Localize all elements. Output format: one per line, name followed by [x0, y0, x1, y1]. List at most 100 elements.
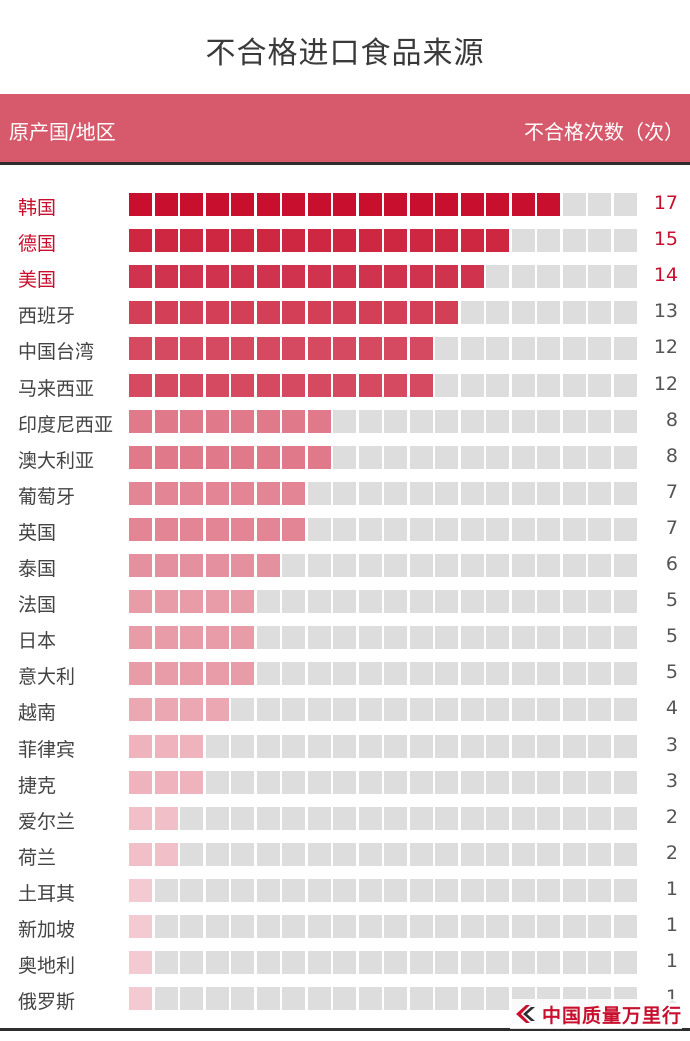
bar-unit-empty	[256, 951, 280, 975]
bar-unit-empty	[460, 770, 484, 794]
bar-unit-empty	[256, 590, 280, 614]
bar-unit-empty	[384, 445, 407, 469]
bar-unit-empty	[409, 409, 433, 433]
bar-unit-empty	[384, 481, 407, 505]
bar-unit-filled	[409, 337, 433, 361]
bar-unit-empty	[613, 554, 637, 577]
bar-unit-filled	[129, 915, 152, 938]
bar-unit-empty	[333, 517, 356, 541]
bar-unit-empty	[588, 265, 611, 289]
bar-unit-empty	[307, 626, 331, 650]
bar-unit-empty	[486, 626, 509, 650]
bar-unit-empty	[358, 915, 382, 938]
bar-unit-empty	[256, 987, 280, 1011]
bar-unit-empty	[180, 951, 203, 975]
bar-unit-empty	[256, 698, 280, 722]
bar-unit-empty	[511, 770, 535, 794]
bar-unit-filled	[205, 337, 229, 361]
bar-unit-filled	[511, 193, 535, 216]
bar-unit-filled	[154, 301, 178, 325]
bar-unit-empty	[486, 842, 509, 866]
bar-unit-empty	[562, 554, 586, 577]
bar-unit-empty	[154, 915, 178, 938]
bar-unit-empty	[282, 878, 305, 902]
category-label: 俄罗斯	[18, 991, 76, 1014]
bar-unit-filled	[231, 626, 254, 650]
bar-unit-empty	[409, 951, 433, 975]
bar-unit-empty	[511, 517, 535, 541]
bar-unit-filled	[409, 193, 433, 216]
bar-unit-filled	[231, 409, 254, 433]
bar-unit-empty	[384, 842, 407, 866]
bar-unit-filled	[205, 373, 229, 397]
bar-unit-empty	[460, 409, 484, 433]
bar-unit-empty	[537, 337, 560, 361]
bar-unit-empty	[537, 626, 560, 650]
bar-unit-empty	[180, 842, 203, 866]
bar-unit-empty	[307, 842, 331, 866]
bar-unit-filled	[205, 481, 229, 505]
category-label: 菲律宾	[18, 738, 76, 761]
bar-unit-filled	[307, 229, 331, 253]
bar-unit-filled	[282, 409, 305, 433]
chart-row: 爱尔兰 2	[0, 800, 690, 836]
bar-unit-filled	[180, 554, 203, 577]
bar-unit-empty	[333, 987, 356, 1011]
bar-unit-filled	[256, 445, 280, 469]
bar-unit-empty	[231, 806, 254, 830]
data-label: 17	[653, 192, 678, 214]
category-label: 马来西亚	[18, 377, 95, 400]
bar-unit-filled	[333, 337, 356, 361]
bar-unit-empty	[613, 265, 637, 289]
data-label: 13	[653, 300, 678, 323]
bar-unit-empty	[333, 915, 356, 938]
bar-unit-filled	[154, 517, 178, 541]
bar-unit-empty	[205, 734, 229, 758]
bar-unit-empty	[460, 734, 484, 758]
bar-unit-empty	[205, 878, 229, 902]
bar-unit-empty	[511, 373, 535, 397]
bar-unit-empty	[486, 770, 509, 794]
bar-unit-empty	[435, 878, 458, 902]
bar-unit-empty	[537, 445, 560, 469]
data-label: 1	[665, 950, 678, 973]
bar-unit-empty	[384, 734, 407, 758]
bar-unit-filled	[282, 373, 305, 397]
category-label: 越南	[18, 702, 57, 725]
bar-unit-empty	[486, 373, 509, 397]
chart-row: 捷克 3	[0, 764, 690, 800]
bar-unit-empty	[180, 915, 203, 938]
bar-unit-empty	[256, 842, 280, 866]
bar-unit-empty	[613, 590, 637, 614]
bar-unit-filled	[205, 626, 229, 650]
bar-unit-empty	[537, 842, 560, 866]
bar-unit-empty	[282, 590, 305, 614]
bar-unit-filled	[282, 481, 305, 505]
bar-unit-filled	[256, 265, 280, 289]
bar-unit-filled	[129, 734, 152, 758]
bar-unit-filled	[460, 265, 484, 289]
data-label: 7	[665, 516, 678, 539]
category-label: 奥地利	[18, 955, 76, 978]
bar-unit-empty	[409, 481, 433, 505]
bar-unit-empty	[307, 878, 331, 902]
bar-unit-empty	[613, 337, 637, 361]
bar-unit-filled	[205, 229, 229, 253]
chart-row: 意大利 5	[0, 655, 690, 691]
bar-unit-empty	[486, 878, 509, 902]
bar-unit-filled	[409, 265, 433, 289]
bar-unit-empty	[511, 842, 535, 866]
bar-unit-empty	[537, 806, 560, 830]
bar-unit-empty	[384, 662, 407, 686]
bar-unit-empty	[460, 878, 484, 902]
bar-unit-empty	[333, 842, 356, 866]
bar-unit-empty	[409, 554, 433, 577]
bar-unit-empty	[154, 951, 178, 975]
bar-unit-empty	[409, 445, 433, 469]
bar-unit-empty	[282, 806, 305, 830]
bar-unit-filled	[180, 698, 203, 722]
bar-unit-empty	[588, 409, 611, 433]
bar-unit-empty	[307, 806, 331, 830]
bar-unit-filled	[256, 409, 280, 433]
data-label: 4	[665, 697, 678, 720]
